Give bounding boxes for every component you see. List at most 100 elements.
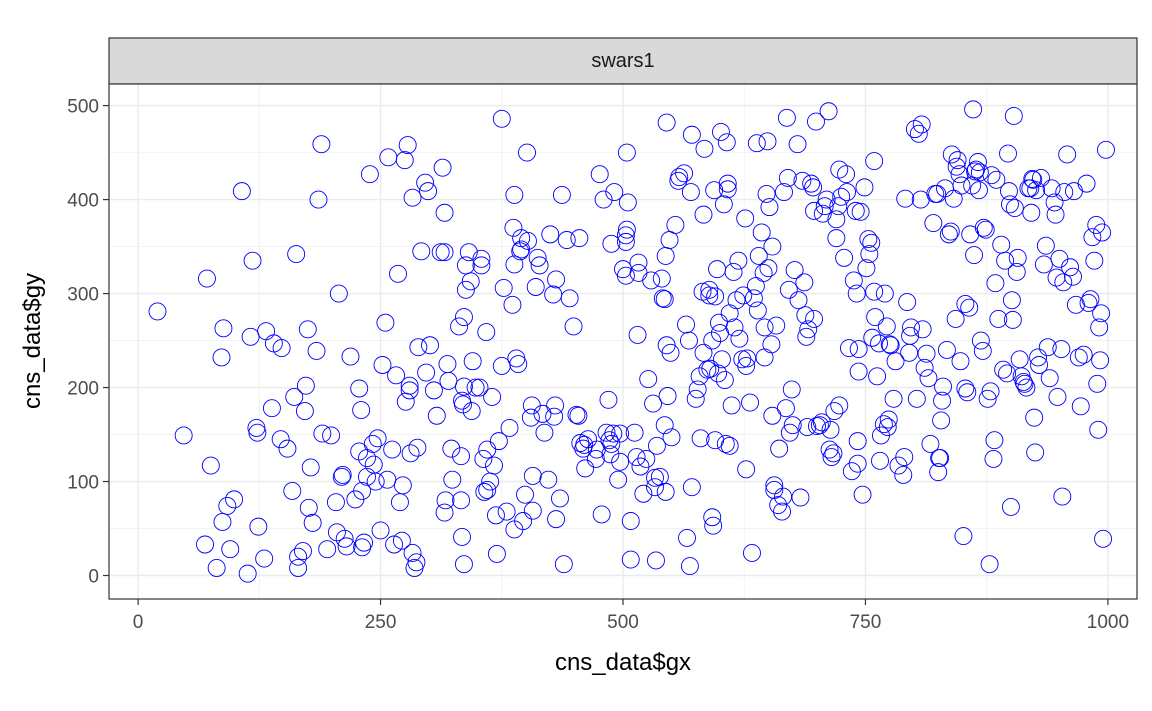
data-point <box>631 457 650 476</box>
data-point <box>862 233 881 252</box>
data-point <box>807 112 825 131</box>
facet-strip <box>108 37 1138 85</box>
data-point <box>779 280 798 299</box>
data-point <box>570 229 589 248</box>
data-point <box>586 450 605 468</box>
data-point <box>886 352 905 371</box>
data-point <box>551 489 569 508</box>
data-point <box>248 423 267 442</box>
data-point <box>363 434 382 453</box>
data-point <box>412 242 431 261</box>
data-point <box>307 341 326 360</box>
data-point <box>712 350 731 369</box>
data-point <box>285 387 304 406</box>
data-point <box>497 502 516 521</box>
data-point <box>894 465 913 484</box>
data-point <box>1058 145 1077 164</box>
data-point <box>1027 181 1046 200</box>
data-point <box>218 497 237 515</box>
data-point <box>1090 318 1109 337</box>
data-point <box>840 339 858 358</box>
data-point <box>368 429 387 448</box>
data-point <box>821 420 840 439</box>
data-point <box>301 458 320 477</box>
data-point <box>896 189 915 208</box>
data-point <box>326 493 345 512</box>
data-point <box>214 319 233 338</box>
data-point <box>148 302 167 321</box>
data-point <box>600 431 619 450</box>
data-point <box>225 490 244 509</box>
data-point <box>616 226 635 245</box>
data-point <box>450 317 469 336</box>
x-axis: 0 250 500 750 1000 <box>133 599 1129 633</box>
data-point <box>884 389 903 408</box>
data-point <box>939 225 958 244</box>
data-point <box>846 201 865 220</box>
data-point <box>978 389 997 408</box>
data-point <box>576 459 595 478</box>
data-point <box>830 160 849 179</box>
data-point <box>967 160 985 179</box>
data-point <box>424 381 443 400</box>
data-point <box>859 230 878 249</box>
data-point <box>827 229 846 248</box>
data-point <box>1015 374 1034 393</box>
data-point <box>296 376 315 395</box>
data-point <box>712 122 730 141</box>
data-point <box>642 271 661 290</box>
data-point <box>618 193 637 212</box>
data-point <box>452 447 470 466</box>
data-point <box>1089 420 1108 439</box>
data-point <box>1034 255 1053 274</box>
facet-label: swars1 <box>591 50 654 72</box>
data-point <box>661 343 680 362</box>
data-point <box>516 485 534 504</box>
data-point <box>564 317 583 336</box>
data-point <box>557 231 576 249</box>
data-point <box>546 396 565 415</box>
data-point <box>456 280 475 299</box>
data-point <box>1097 140 1115 159</box>
data-point <box>569 406 588 425</box>
data-point <box>759 259 778 278</box>
data-point <box>611 452 630 471</box>
data-point <box>435 243 454 262</box>
data-point <box>825 402 844 420</box>
data-point <box>442 439 461 458</box>
data-point <box>329 284 348 303</box>
data-point <box>1074 345 1093 364</box>
data-point <box>505 255 524 274</box>
data-point <box>717 133 736 152</box>
data-point <box>767 316 786 335</box>
data-point <box>571 434 590 452</box>
x-tick-label: 250 <box>365 612 397 633</box>
data-point <box>408 438 427 457</box>
data-point <box>271 430 290 449</box>
data-point <box>1023 169 1042 188</box>
data-point <box>775 183 793 202</box>
data-point <box>675 164 694 183</box>
data-point <box>395 151 414 170</box>
data-point <box>646 468 664 487</box>
data-point <box>174 426 193 445</box>
data-point <box>776 399 795 418</box>
data-point <box>487 506 505 525</box>
data-point <box>1088 374 1107 393</box>
data-point <box>249 517 268 536</box>
data-point <box>298 320 317 339</box>
data-point <box>770 439 789 458</box>
data-point <box>678 528 696 547</box>
data-point <box>822 448 841 467</box>
data-point <box>937 341 956 359</box>
data-point <box>847 284 866 303</box>
data-point <box>960 298 979 317</box>
data-point <box>749 247 768 265</box>
data-point <box>703 331 722 350</box>
data-point <box>942 145 961 164</box>
data-point <box>358 467 376 486</box>
data-point <box>971 331 990 350</box>
data-point <box>387 366 406 385</box>
data-point <box>837 165 856 184</box>
data-point <box>865 282 884 301</box>
